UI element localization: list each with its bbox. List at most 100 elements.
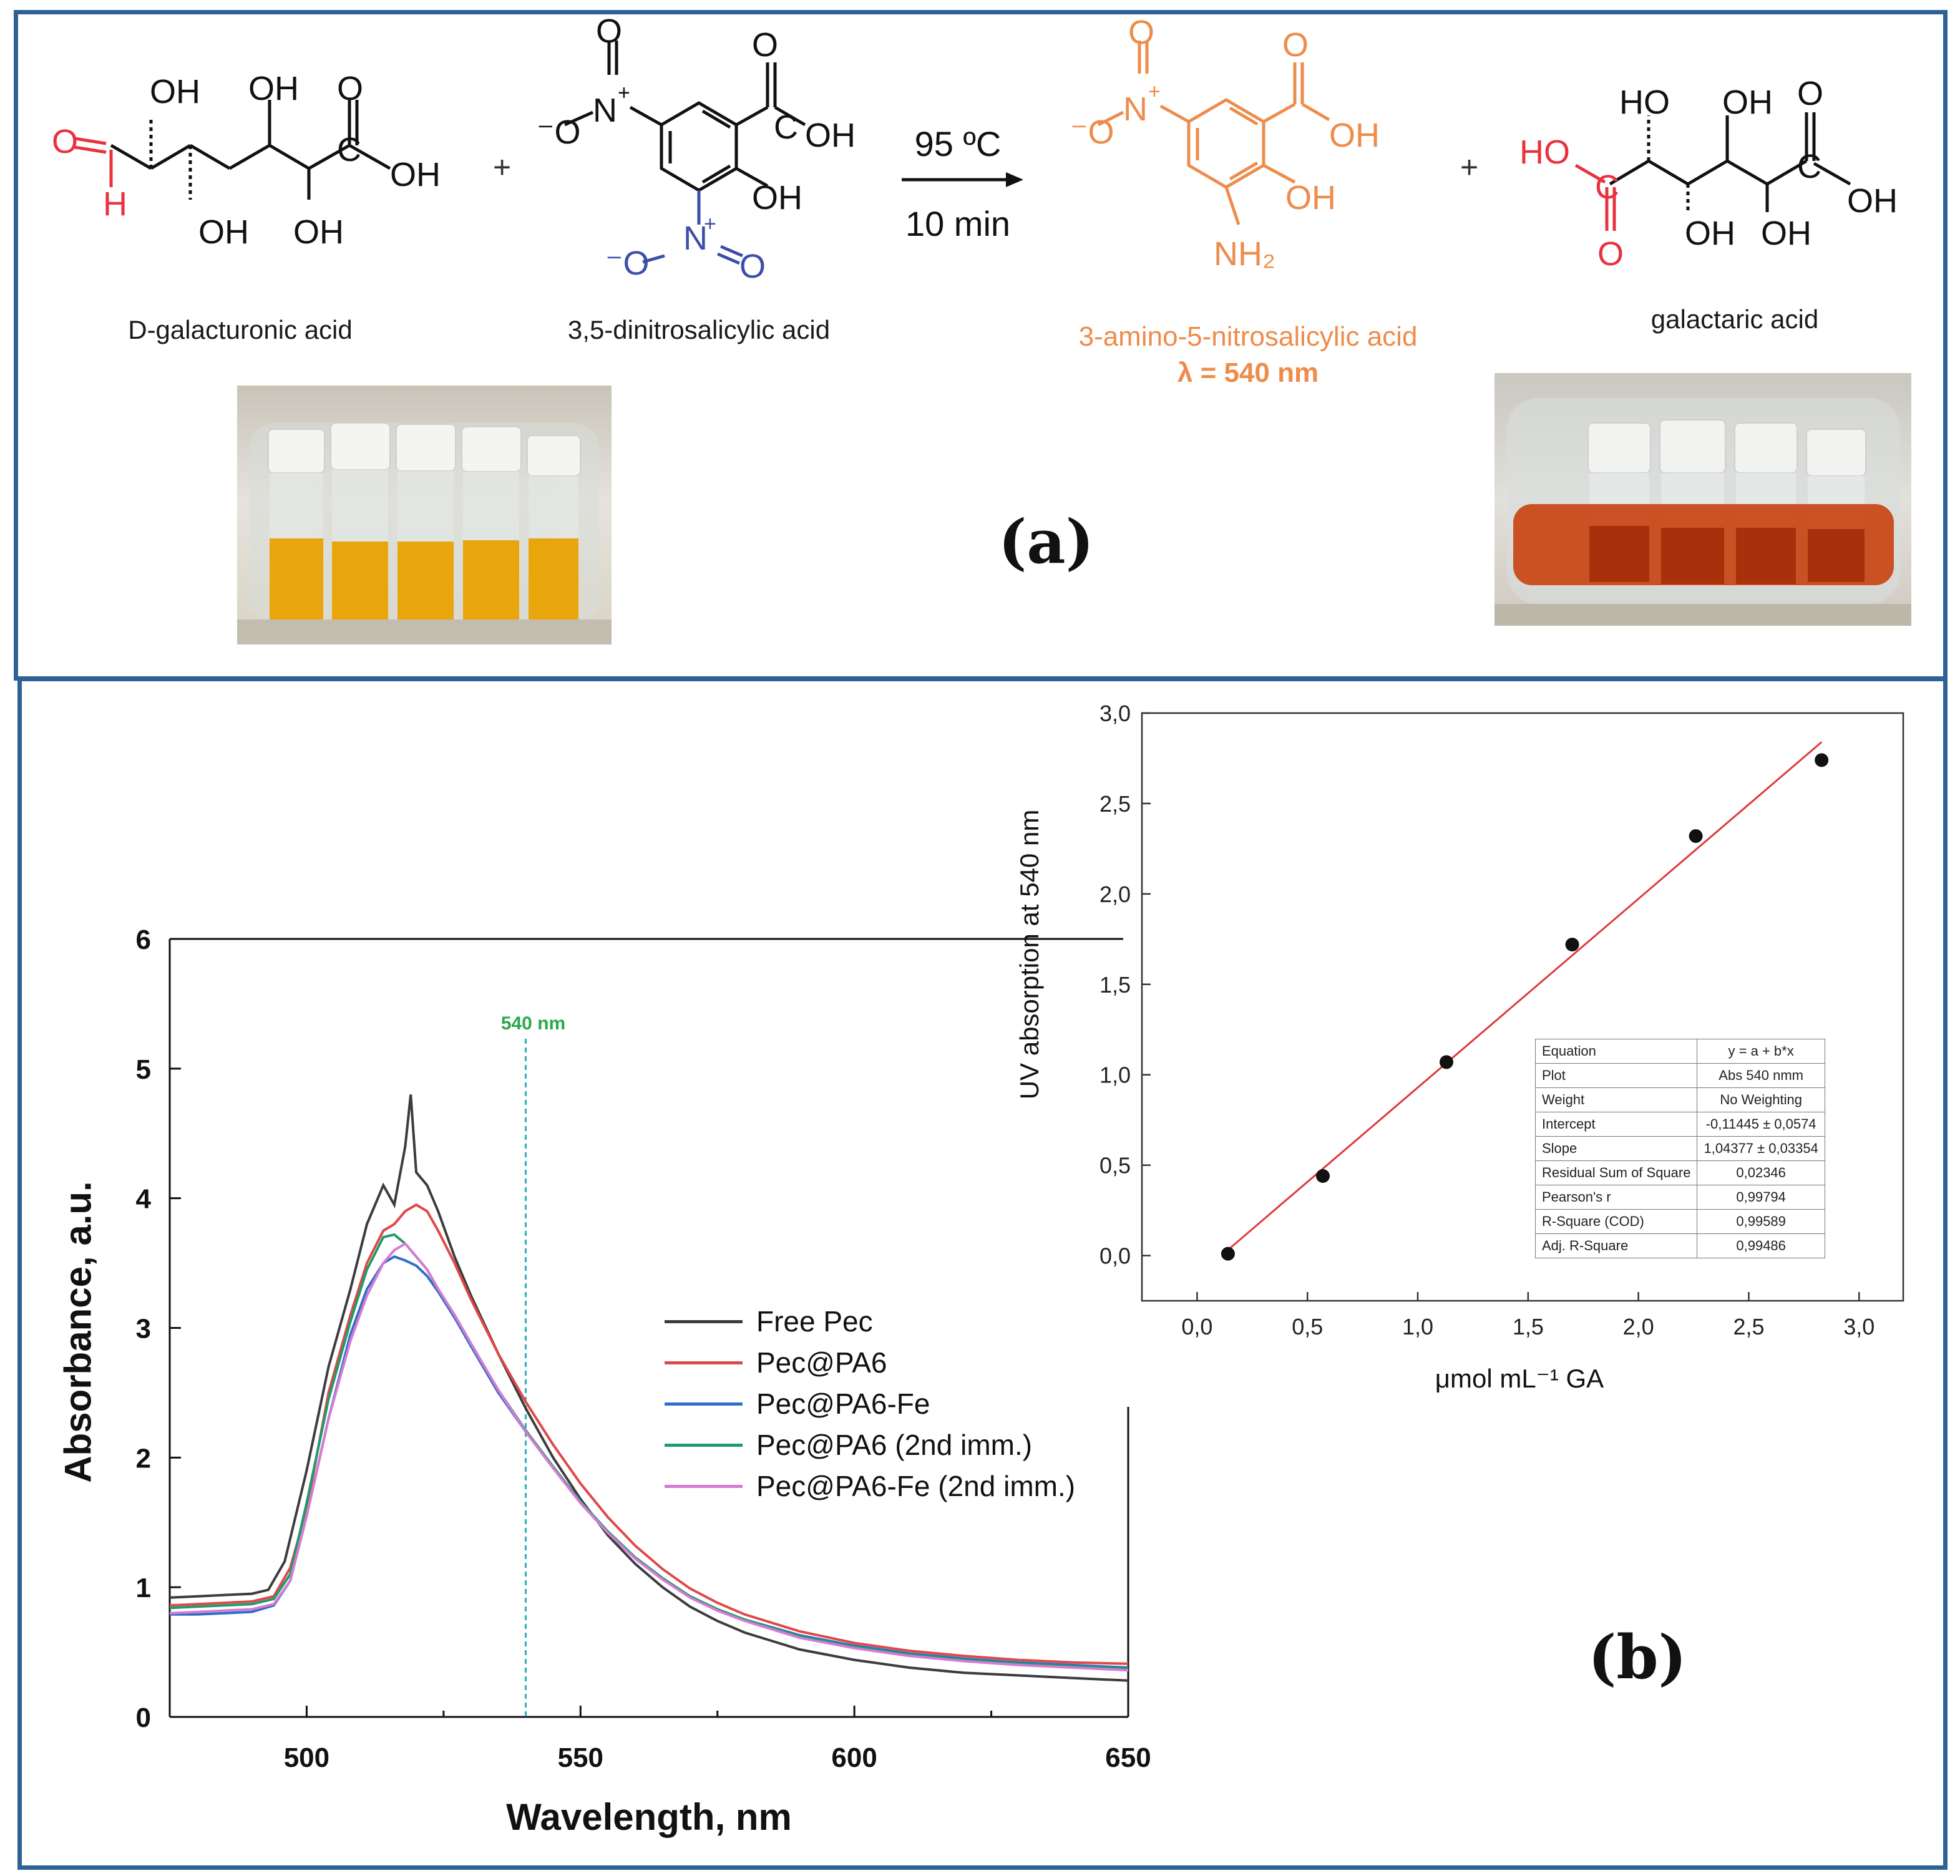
chart1-y-tick-label: 4	[136, 1184, 152, 1215]
chart2-data-point-1	[1315, 1169, 1330, 1183]
stats-row: Plot Abs 540 nmm	[1534, 1063, 1825, 1088]
svg-text:OH: OH	[150, 73, 200, 110]
svg-text:OH: OH	[1761, 215, 1811, 252]
chart1-y-tick-label: 1	[136, 1573, 151, 1603]
stats-value: 0,99794	[1697, 1185, 1825, 1210]
svg-text:+: +	[704, 212, 716, 236]
compound-name-galacturonic: D-galacturonic acid	[128, 315, 353, 344]
legend-label: Pec@PA6-Fe (2nd imm.)	[756, 1470, 1076, 1502]
svg-text:OH: OH	[752, 179, 802, 216]
vials-yellow-photo	[237, 386, 612, 644]
vials-red-drawing	[1494, 398, 1911, 626]
chart2-data-point-4	[1689, 829, 1703, 843]
chart2-data-point-0	[1221, 1247, 1235, 1261]
stats-row: Residual Sum of Square 0,02346	[1534, 1160, 1825, 1185]
legend-label: Free Pec	[756, 1305, 873, 1338]
svg-text:NH₂: NH₂	[1214, 235, 1275, 273]
panel-label-a: (a)	[998, 507, 1095, 577]
chart1-y-tick-label: 3	[136, 1314, 151, 1344]
legend-label: Pec@PA6	[756, 1346, 887, 1379]
svg-text:C: C	[1797, 148, 1821, 185]
svg-text:C: C	[337, 131, 361, 168]
chart1-x-tick-label: 650	[1105, 1742, 1151, 1773]
svg-text:O: O	[739, 248, 766, 285]
reaction-scheme-svg: O H OH OH O C OH OH OH + O N + ⁻O O C OH…	[52, 12, 1898, 285]
svg-text:OH: OH	[390, 156, 441, 193]
legend-item-pec-pa6-fe: Pec@PA6-Fe	[665, 1383, 1075, 1424]
dinitrosalicylic-acid-structure	[563, 41, 806, 225]
chart2-x-tick-label: 1,5	[1513, 1314, 1544, 1339]
svg-text:OH: OH	[1329, 117, 1380, 154]
vials-yellow-drawing	[237, 422, 612, 644]
svg-text:OH: OH	[248, 70, 299, 107]
svg-text:N: N	[1123, 90, 1148, 128]
aldehyde-h: H	[103, 185, 127, 223]
chart2-x-tick-label: 2,5	[1733, 1314, 1764, 1339]
stats-value: Abs 540 nmm	[1697, 1063, 1825, 1088]
chart1-540nm-annotation: 540 nm	[501, 1013, 565, 1034]
chart1-series-line-0	[169, 1094, 1129, 1682]
legend-label: Pec@PA6 (2nd imm.)	[756, 1429, 1033, 1461]
chart1-series-line-4	[169, 1242, 1129, 1672]
chart2-x-axis-title: μmol mL⁻¹ GA	[1435, 1364, 1604, 1393]
chart1-y-tick-label: 0	[136, 1703, 151, 1733]
compound-name-product: 3-amino-5-nitrosalicylic acid	[1078, 321, 1418, 352]
chart2-y-axis-title: UV absorption at 540 nm	[1015, 809, 1044, 1100]
legend-item-pec-pa6-2nd: Pec@PA6 (2nd imm.)	[665, 1424, 1075, 1465]
legend-item-pec-pa6: Pec@PA6	[665, 1342, 1075, 1383]
svg-text:O: O	[1797, 75, 1823, 112]
legend-item-free-pec: Free Pec	[665, 1301, 1075, 1342]
chart2-fit-line	[1227, 741, 1823, 1251]
svg-text:C: C	[1595, 168, 1619, 206]
galactaric-acid-structure	[1609, 112, 1851, 212]
chart2-x-tick-label: 3,0	[1843, 1314, 1875, 1339]
chart2-y-tick-label: 0,0	[1099, 1243, 1131, 1269]
stats-value: 1,04377 ± 0,03354	[1697, 1136, 1825, 1161]
stats-value: No Weighting	[1697, 1087, 1825, 1112]
compound-name-dns: 3,5-dinitrosalicylic acid	[567, 315, 831, 344]
svg-text:OH: OH	[198, 213, 249, 251]
chart1-y-tick-label: 6	[136, 925, 151, 955]
reaction-arrow	[902, 172, 1023, 187]
chart2-data-point-5	[1815, 753, 1829, 767]
chart2-y-tick-label: 1,0	[1099, 1062, 1131, 1088]
stats-row: Slope 1,04377 ± 0,03354	[1534, 1136, 1825, 1161]
legend-item-pec-pa6-fe-2nd: Pec@PA6-Fe (2nd imm.)	[665, 1465, 1075, 1507]
stats-key: Adj. R-Square	[1534, 1233, 1698, 1258]
legend-swatch	[665, 1402, 743, 1406]
svg-text:OH: OH	[293, 213, 344, 251]
stats-key: Slope	[1534, 1136, 1698, 1161]
chart2-y-tick-label: 2,5	[1099, 791, 1131, 817]
svg-text:N: N	[683, 220, 708, 257]
aminonitrosalicylic-acid-structure	[1097, 41, 1330, 225]
svg-text:HO: HO	[1619, 84, 1670, 121]
compound-name-galactaric: galactaric acid	[1650, 304, 1819, 334]
chart2-x-tick-label: 2,0	[1623, 1314, 1654, 1339]
chart2-data-point-2	[1440, 1055, 1453, 1069]
chart1-y-axis-title: Absorbance, a.u.	[57, 1181, 99, 1483]
reaction-time: 10 min	[905, 204, 1010, 243]
svg-text:O: O	[752, 26, 778, 64]
chart2-x-tick-label: 0,0	[1181, 1314, 1212, 1339]
plus-sign-1: +	[493, 150, 511, 185]
stats-row: Equation y = a + b*x	[1534, 1039, 1825, 1064]
chart1-x-axis-title: Wavelength, nm	[506, 1796, 792, 1838]
stats-row: Pearson's r 0,99794	[1534, 1185, 1825, 1210]
svg-text:HO: HO	[1519, 134, 1570, 171]
svg-text:O: O	[337, 70, 363, 107]
chart2-y-tick-label: 0,5	[1099, 1153, 1131, 1179]
stats-row: Weight No Weighting	[1534, 1087, 1825, 1112]
stats-value: 0,99589	[1697, 1209, 1825, 1234]
chart1-x-tick-label: 500	[284, 1742, 329, 1773]
chart2-x-tick-label: 0,5	[1292, 1314, 1323, 1339]
stats-value: y = a + b*x	[1697, 1039, 1825, 1064]
panel-b-charts	[17, 677, 1948, 1870]
svg-text:+: +	[618, 81, 630, 105]
svg-text:⁻O: ⁻O	[537, 114, 581, 151]
stats-key: Intercept	[1534, 1112, 1698, 1137]
stats-row: Intercept -0,11445 ± 0,0574	[1534, 1112, 1825, 1137]
svg-text:⁻O: ⁻O	[605, 245, 650, 282]
chart2-x-tick-label: 1,0	[1402, 1314, 1433, 1339]
